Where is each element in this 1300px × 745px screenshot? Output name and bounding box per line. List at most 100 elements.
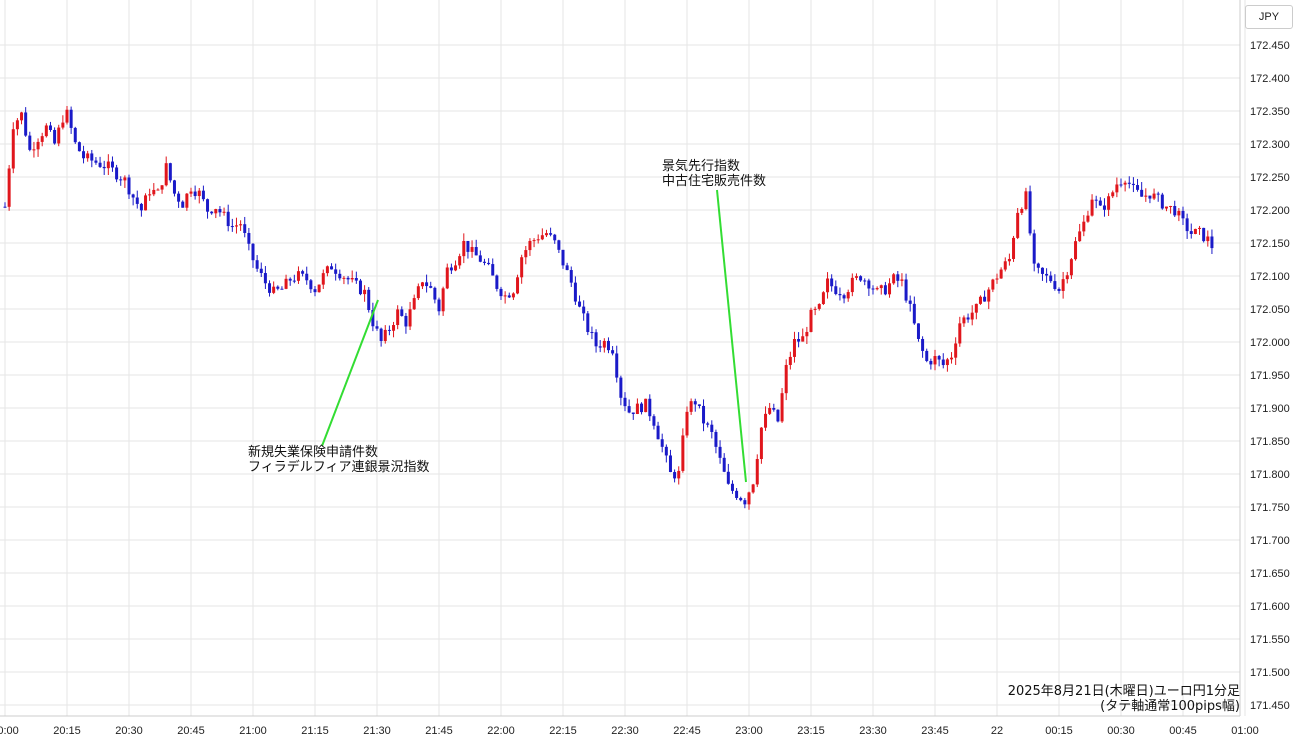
candle-body [578, 301, 582, 307]
candle-body [1053, 281, 1057, 289]
candle-body [474, 247, 478, 256]
candle-body [1069, 259, 1073, 276]
candle-body [507, 295, 511, 298]
candle-body [429, 286, 433, 288]
candle-body [706, 423, 710, 425]
candle-body [1045, 273, 1049, 276]
y-tick-label: 172.200 [1250, 205, 1290, 217]
candle-body [185, 193, 189, 208]
candle-body [1036, 263, 1040, 268]
candle-body [528, 240, 532, 251]
candle-body [346, 277, 350, 280]
candle-body [710, 424, 714, 432]
candle-body [1012, 237, 1016, 259]
candle-body [726, 471, 730, 484]
candle-body [549, 233, 553, 235]
candle-body [276, 286, 280, 289]
y-tick-label: 172.050 [1250, 304, 1290, 316]
x-tick-label: 23:00 [735, 725, 763, 737]
candle-body [214, 209, 218, 214]
candle-body [1107, 196, 1111, 210]
candle-body [929, 360, 933, 365]
candle-body [247, 232, 251, 244]
candle-body [970, 312, 974, 320]
candle-body [181, 201, 185, 208]
candle-body [164, 163, 168, 186]
candle-body [102, 166, 106, 169]
annotation-text-line-1: 新規失業保険申請件数 [248, 444, 378, 460]
candle-body [1169, 206, 1173, 208]
x-tick-label: 00:30 [1107, 725, 1135, 737]
candle-body [36, 141, 40, 150]
y-tick-label: 172.350 [1250, 106, 1290, 118]
candle-body [1020, 209, 1024, 213]
candle-body [590, 332, 594, 334]
candle-body [375, 326, 379, 329]
candle-body [838, 294, 842, 296]
candle-body [995, 278, 999, 280]
candle-body [983, 296, 987, 302]
candle-body [788, 356, 792, 365]
candle-body [1074, 241, 1078, 260]
candle-body [1007, 258, 1011, 262]
candle-body [656, 425, 660, 440]
candle-body [301, 271, 305, 274]
candle-body [921, 338, 925, 351]
candle-body [1032, 233, 1036, 264]
candle-body [392, 325, 396, 331]
candle-body [623, 397, 627, 407]
candle-body [470, 247, 474, 252]
candle-body [172, 180, 176, 194]
x-tick-label: 23:15 [797, 725, 825, 737]
x-tick-label: 22:45 [673, 725, 701, 737]
annotation-line [321, 299, 379, 447]
candle-body [974, 303, 978, 313]
candle-body [458, 256, 462, 266]
candle-body [263, 273, 267, 284]
candle-body [797, 339, 801, 342]
candle-body [966, 317, 970, 320]
x-tick-label: 22 [991, 725, 1003, 737]
currency-badge[interactable]: JPY [1245, 5, 1293, 29]
candle-body [660, 439, 664, 447]
candle-body [1123, 182, 1127, 185]
candle-body [48, 125, 52, 130]
candle-body [115, 167, 119, 180]
candle-body [1202, 227, 1206, 242]
candle-body [383, 329, 387, 341]
candle-body [1177, 210, 1181, 216]
candle-body [499, 288, 503, 297]
candle-body [144, 195, 148, 211]
y-tick-label: 171.700 [1250, 535, 1290, 547]
candle-body [156, 189, 160, 191]
candle-body [569, 270, 573, 283]
x-tick-label: 22:15 [549, 725, 577, 737]
candle-body [193, 191, 197, 197]
candle-body [1111, 192, 1115, 197]
candle-body [912, 303, 916, 324]
candle-body [635, 403, 639, 415]
candle-body [139, 203, 143, 211]
candle-body [123, 177, 127, 181]
candle-body [532, 240, 536, 242]
candle-body [1098, 200, 1102, 206]
candle-body [268, 283, 272, 293]
candle-body [40, 136, 44, 142]
candle-body [24, 112, 28, 136]
candle-body [900, 279, 904, 281]
candle-body [168, 163, 172, 181]
y-tick-label: 171.800 [1250, 469, 1290, 481]
candle-body [693, 401, 697, 405]
candle-body [131, 194, 135, 198]
candle-body [1144, 195, 1148, 197]
candle-body [586, 313, 590, 333]
candle-body [1189, 231, 1193, 234]
candle-body [462, 240, 466, 257]
candle-body [557, 240, 561, 250]
candle-body [739, 497, 743, 501]
candle-body [950, 357, 954, 360]
candle-body [540, 235, 544, 240]
